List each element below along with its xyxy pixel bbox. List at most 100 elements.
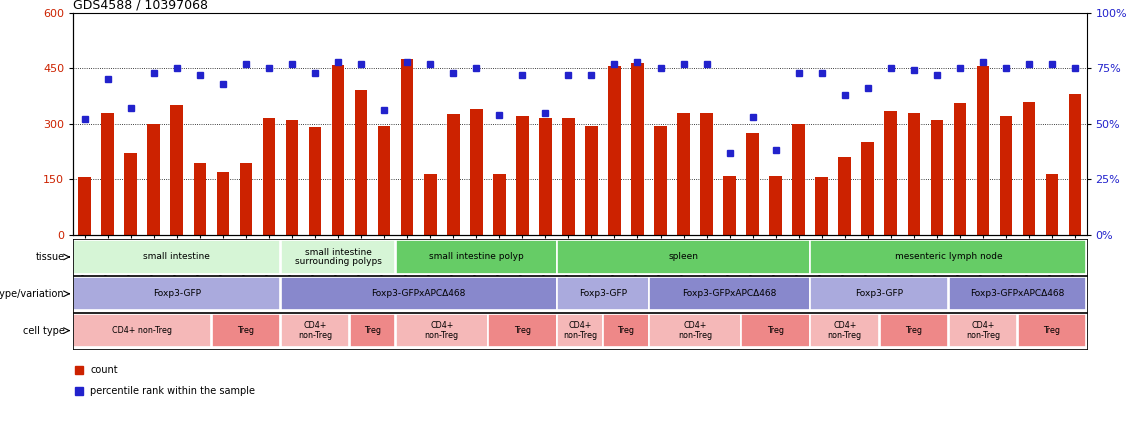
Bar bbox=[557, 314, 602, 347]
Bar bbox=[516, 116, 528, 235]
Bar bbox=[1046, 174, 1058, 235]
Bar bbox=[650, 277, 810, 310]
Bar bbox=[212, 314, 280, 347]
Text: Foxp3-GFP: Foxp3-GFP bbox=[153, 289, 200, 298]
Text: Foxp3-GFPxAPCΔ468: Foxp3-GFPxAPCΔ468 bbox=[372, 289, 466, 298]
Text: Foxp3-GFPxAPCΔ468: Foxp3-GFPxAPCΔ468 bbox=[682, 289, 777, 298]
Bar bbox=[793, 124, 805, 235]
Bar bbox=[396, 240, 556, 274]
Bar bbox=[539, 118, 552, 235]
Bar bbox=[1018, 314, 1087, 347]
Bar bbox=[280, 277, 556, 310]
Text: tissue: tissue bbox=[35, 252, 64, 262]
Bar bbox=[839, 157, 851, 235]
Text: Treg: Treg bbox=[513, 326, 530, 335]
Bar bbox=[73, 314, 212, 347]
Text: Treg: Treg bbox=[767, 326, 784, 335]
Bar bbox=[262, 118, 275, 235]
Bar bbox=[608, 66, 620, 235]
Text: percentile rank within the sample: percentile rank within the sample bbox=[90, 386, 256, 396]
Text: Foxp3-GFP: Foxp3-GFP bbox=[579, 289, 627, 298]
Text: spleen: spleen bbox=[669, 253, 698, 261]
Bar bbox=[79, 177, 91, 235]
Bar bbox=[1069, 94, 1081, 235]
Bar bbox=[73, 277, 280, 310]
Bar bbox=[332, 65, 345, 235]
Bar bbox=[350, 314, 395, 347]
Bar bbox=[811, 277, 948, 310]
Text: Treg: Treg bbox=[617, 326, 634, 335]
Bar bbox=[885, 111, 897, 235]
Bar bbox=[954, 103, 966, 235]
Bar bbox=[948, 314, 1017, 347]
Bar bbox=[769, 176, 781, 235]
Bar bbox=[216, 172, 230, 235]
Text: Treg: Treg bbox=[238, 326, 254, 335]
Bar bbox=[948, 277, 1087, 310]
Text: small intestine polyp: small intestine polyp bbox=[429, 253, 524, 261]
Bar bbox=[815, 177, 828, 235]
Bar bbox=[861, 142, 874, 235]
Bar bbox=[677, 113, 690, 235]
Text: Foxp3-GFPxAPCΔ468: Foxp3-GFPxAPCΔ468 bbox=[971, 289, 1065, 298]
Bar bbox=[1022, 102, 1035, 235]
Bar bbox=[879, 314, 948, 347]
Text: CD4+
non-Treg: CD4+ non-Treg bbox=[425, 321, 458, 340]
Bar bbox=[930, 120, 944, 235]
Bar bbox=[470, 109, 483, 235]
Text: CD4+
non-Treg: CD4+ non-Treg bbox=[563, 321, 597, 340]
Text: CD4+
non-Treg: CD4+ non-Treg bbox=[298, 321, 332, 340]
Text: mesenteric lymph node: mesenteric lymph node bbox=[894, 253, 1002, 261]
Bar bbox=[378, 126, 391, 235]
Bar bbox=[194, 162, 206, 235]
Bar bbox=[976, 66, 990, 235]
Bar bbox=[73, 240, 280, 274]
Text: small intestine: small intestine bbox=[143, 253, 211, 261]
Bar bbox=[286, 120, 298, 235]
Bar bbox=[101, 113, 114, 235]
Bar bbox=[355, 91, 367, 235]
Text: small intestine
surrounding polyps: small intestine surrounding polyps bbox=[295, 247, 382, 266]
Bar bbox=[148, 124, 160, 235]
Bar bbox=[447, 115, 459, 235]
Text: Treg: Treg bbox=[1044, 326, 1061, 335]
Bar bbox=[125, 154, 137, 235]
Bar bbox=[309, 127, 321, 235]
Bar bbox=[700, 113, 713, 235]
Bar bbox=[396, 314, 488, 347]
Bar bbox=[908, 113, 920, 235]
Text: CD4+
non-Treg: CD4+ non-Treg bbox=[966, 321, 1000, 340]
Bar bbox=[280, 240, 395, 274]
Bar bbox=[654, 126, 667, 235]
Text: GDS4588 / 10397068: GDS4588 / 10397068 bbox=[73, 0, 208, 11]
Bar bbox=[632, 63, 644, 235]
Text: genotype/variation: genotype/variation bbox=[0, 289, 64, 299]
Bar bbox=[811, 314, 879, 347]
Bar bbox=[586, 126, 598, 235]
Bar bbox=[240, 162, 252, 235]
Bar bbox=[170, 105, 184, 235]
Bar bbox=[604, 314, 649, 347]
Bar bbox=[557, 277, 649, 310]
Bar bbox=[747, 133, 759, 235]
Bar bbox=[811, 240, 1087, 274]
Bar bbox=[280, 314, 349, 347]
Text: Treg: Treg bbox=[905, 326, 922, 335]
Text: cell type: cell type bbox=[23, 326, 64, 335]
Text: count: count bbox=[90, 365, 118, 375]
Bar bbox=[493, 174, 506, 235]
Bar bbox=[741, 314, 810, 347]
Text: Foxp3-GFP: Foxp3-GFP bbox=[856, 289, 903, 298]
Text: CD4+ non-Treg: CD4+ non-Treg bbox=[113, 326, 172, 335]
Text: CD4+
non-Treg: CD4+ non-Treg bbox=[828, 321, 861, 340]
Bar bbox=[723, 176, 736, 235]
Text: CD4+
non-Treg: CD4+ non-Treg bbox=[678, 321, 712, 340]
Bar bbox=[423, 174, 437, 235]
Bar bbox=[650, 314, 741, 347]
Bar bbox=[562, 118, 574, 235]
Bar bbox=[557, 240, 810, 274]
Bar bbox=[1000, 116, 1012, 235]
Bar bbox=[488, 314, 556, 347]
Bar bbox=[401, 59, 413, 235]
Text: Treg: Treg bbox=[364, 326, 381, 335]
